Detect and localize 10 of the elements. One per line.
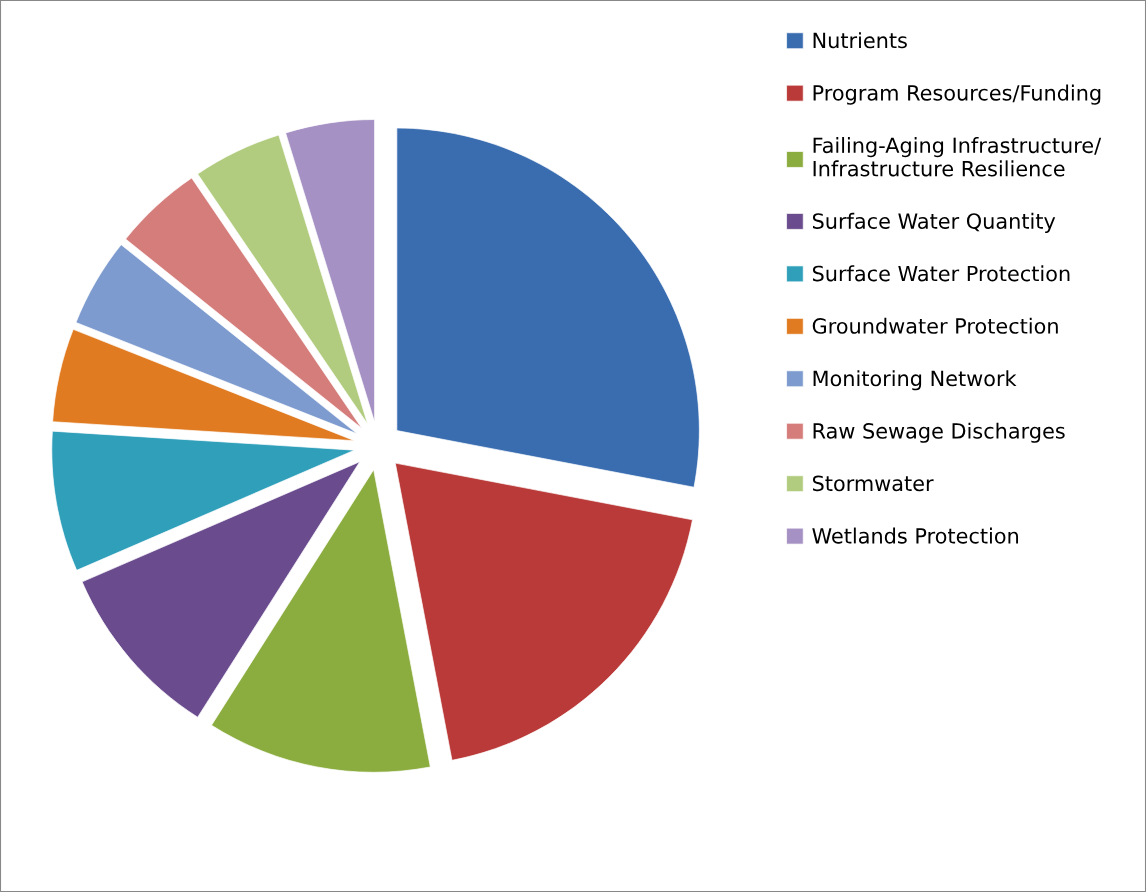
legend-label: Stormwater [812, 475, 934, 492]
legend-label: Failing-Aging Infrastructure/ Infrastructure Resilience [813, 137, 1102, 177]
legend-label: Monitoring Network [813, 370, 1017, 391]
legend-label: Nutrients [813, 32, 907, 49]
legend-label: Program Resources/Funding [813, 84, 1101, 105]
legend-label: Raw Sewage Discharges [813, 422, 1065, 443]
legend-label: Wetlands Protection [812, 527, 1019, 544]
legend-label: Groundwater Protection [812, 317, 1058, 334]
legend-label: Surface Water Protection [812, 265, 1070, 282]
legend-label: Surface Water Quantity [812, 212, 1056, 233]
